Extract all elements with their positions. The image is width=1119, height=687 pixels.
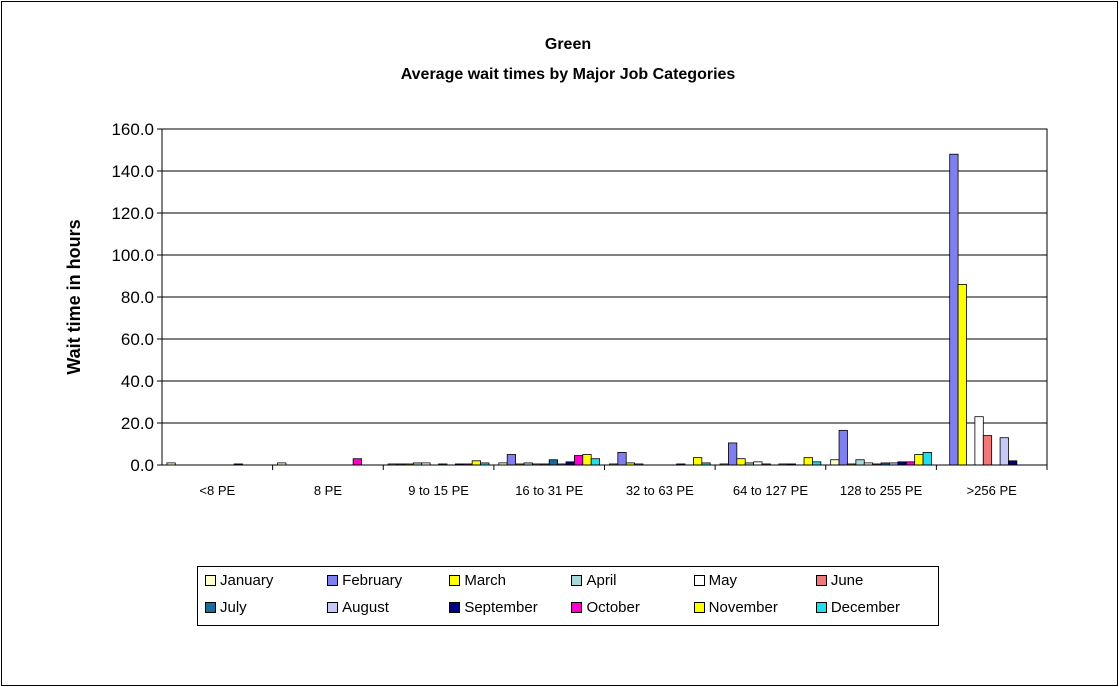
- bar-november: [803, 457, 813, 466]
- bar-december: [590, 458, 600, 466]
- x-tick-label: 9 to 15 PE: [408, 483, 469, 498]
- legend-label: April: [586, 572, 617, 589]
- bar-march: [957, 283, 967, 466]
- bar-february: [506, 454, 516, 466]
- legend-label: November: [708, 599, 778, 616]
- legend-swatch: [205, 602, 216, 613]
- legend-swatch: [327, 575, 339, 586]
- x-tick-label: >256 PE: [967, 483, 1018, 498]
- legend-swatch: [815, 575, 827, 586]
- legend-label: July: [220, 599, 247, 616]
- bar-may: [974, 416, 984, 466]
- bar-november: [914, 454, 924, 466]
- legend-item-march: March: [449, 572, 571, 589]
- legend-swatch: [327, 602, 339, 613]
- legend-swatch: [449, 575, 461, 586]
- chart-title: Green: [545, 36, 591, 53]
- legend-swatch: [815, 602, 827, 613]
- y-tick-label: 80.0: [121, 288, 154, 307]
- legend-swatch: [571, 602, 583, 613]
- bar-november: [582, 454, 592, 466]
- bar-october: [352, 458, 362, 466]
- bar-january: [830, 459, 840, 466]
- axes: [157, 128, 1048, 470]
- bar-june: [982, 435, 993, 466]
- bar-september: [1008, 460, 1018, 466]
- bar-november: [471, 460, 481, 466]
- legend-item-december: December: [815, 599, 938, 616]
- chart-subtitle: Average wait times by Major Job Categori…: [401, 66, 736, 83]
- bar-july: [548, 459, 558, 466]
- x-tick-label: 16 to 31 PE: [515, 483, 583, 498]
- y-tick-label: 160.0: [111, 120, 154, 139]
- x-tick-label: 64 to 127 PE: [733, 483, 808, 498]
- legend-item-november: November: [693, 599, 816, 616]
- x-tick-label: 32 to 63 PE: [626, 483, 694, 498]
- legend-label: December: [830, 599, 901, 616]
- legend-label: January: [220, 572, 274, 589]
- legend-item-january: January: [205, 572, 327, 589]
- x-tick-label: 8 PE: [314, 483, 343, 498]
- bar-march: [736, 458, 746, 466]
- legend-swatch: [205, 575, 216, 586]
- bar-february: [617, 451, 627, 466]
- y-tick-label: 40.0: [121, 372, 154, 391]
- bar-october: [573, 455, 584, 466]
- legend-item-june: June: [815, 572, 938, 589]
- gridlines: [162, 128, 1047, 424]
- bar-december: [922, 451, 932, 466]
- legend-label: August: [342, 599, 389, 616]
- legend-label: February: [342, 572, 403, 589]
- y-axis-label: Wait time in hours: [64, 219, 84, 374]
- bar-february: [728, 442, 738, 466]
- x-tick-label: <8 PE: [199, 483, 235, 498]
- y-tick-label: 140.0: [111, 162, 154, 181]
- bar-april: [855, 459, 865, 466]
- legend-label: March: [464, 572, 507, 589]
- y-tick-label: 60.0: [121, 330, 154, 349]
- bar-february: [838, 429, 848, 466]
- legend-label: September: [464, 599, 538, 616]
- legend: January February March April May June July Augu…: [197, 566, 939, 626]
- x-tick-labels: <8 PE 8 PE 9 to 15 PE 16 to 31 PE 32 to 63 P…: [199, 483, 1017, 498]
- legend-swatch: [449, 602, 461, 613]
- legend-label: June: [830, 572, 864, 589]
- y-tick-label: 100.0: [111, 246, 154, 265]
- legend-label: October: [586, 599, 640, 616]
- legend-swatch: [693, 602, 705, 613]
- legend-item-may: May: [693, 572, 816, 589]
- x-tick-label: 128 to 255 PE: [840, 483, 923, 498]
- bars: [166, 153, 1018, 466]
- legend-item-april: April: [571, 572, 693, 589]
- bar-november: [693, 457, 703, 466]
- legend-item-july: July: [205, 599, 327, 616]
- legend-swatch: [571, 575, 583, 586]
- legend-item-september: September: [449, 599, 571, 616]
- bar-august: [999, 437, 1009, 466]
- y-tick-label: 20.0: [121, 414, 154, 433]
- bar-february: [949, 153, 959, 466]
- legend-item-august: August: [327, 599, 449, 616]
- legend-label: May: [708, 572, 737, 589]
- y-tick-labels: 0.0 20.0 40.0 60.0 80.0 100.0 120.0 140.0 160.0: [111, 120, 154, 475]
- legend-swatch: [693, 575, 705, 586]
- legend-item-february: February: [327, 572, 449, 589]
- legend-item-october: October: [571, 599, 693, 616]
- y-tick-label: 0.0: [130, 456, 154, 475]
- y-tick-label: 120.0: [111, 204, 154, 223]
